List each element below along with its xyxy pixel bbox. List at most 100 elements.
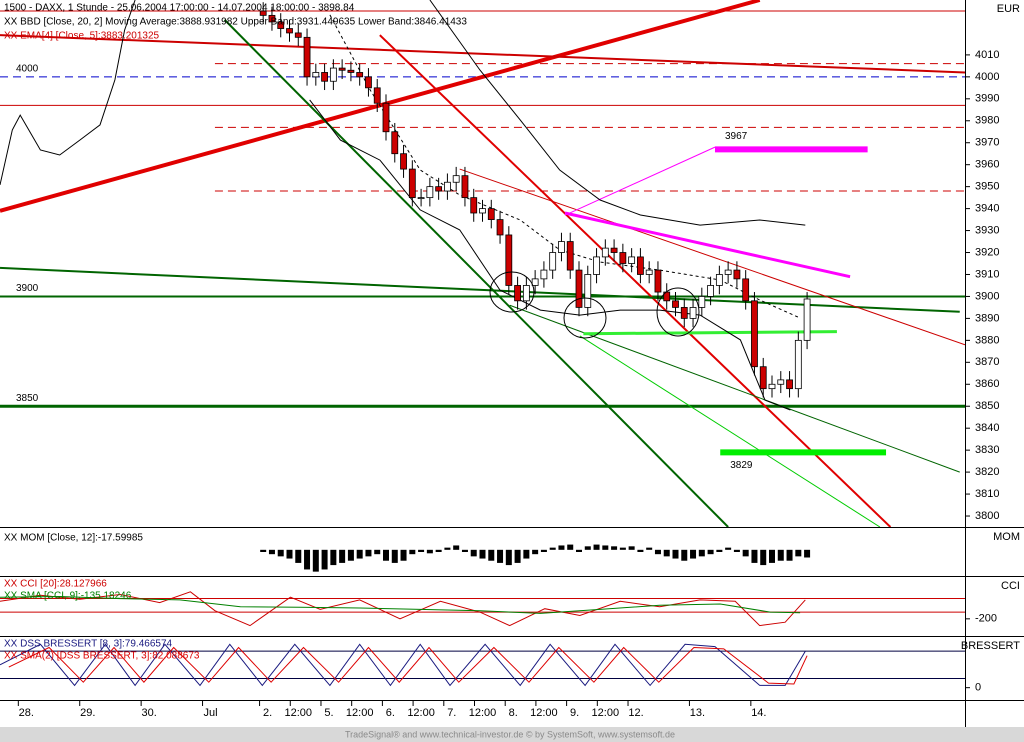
momentum-bar (304, 549, 311, 570)
candle-body (408, 168, 416, 199)
momentum-bar (330, 549, 337, 566)
momentum-bar (400, 549, 407, 561)
candle-body (540, 269, 548, 280)
x-tick-label: 12:00 (592, 707, 620, 719)
momentum-bar (540, 549, 547, 552)
candle-body (382, 102, 390, 133)
momentum-bar (733, 549, 740, 552)
momentum-bar (418, 549, 425, 552)
candle-body (426, 186, 434, 199)
candle-body (628, 256, 636, 264)
indicator-legend: XX EMA[4] [Close, 5]:3883.201325 (4, 31, 160, 42)
momentum-bar (602, 545, 609, 550)
momentum-bar (549, 547, 556, 550)
candle-body (268, 14, 276, 23)
momentum-bar (777, 549, 784, 561)
candle-body (496, 219, 504, 236)
x-tick-label: 8. (509, 707, 518, 719)
momentum-bar (356, 549, 363, 559)
y-tick-label: 3820 (975, 466, 999, 478)
candle-body (672, 300, 679, 308)
momentum-bar (374, 549, 381, 555)
target-label: 3829 (730, 460, 753, 471)
trend-line (0, 34, 965, 74)
momentum-bar (742, 549, 749, 557)
candle-body (619, 252, 627, 264)
y-tick-label: 3830 (975, 444, 999, 456)
x-tick-label: 28. (19, 707, 34, 719)
candle-body (531, 278, 539, 286)
x-tick-label: 12:00 (407, 707, 435, 719)
candle-body (742, 278, 750, 302)
momentum-bar (698, 549, 705, 557)
momentum-bar (461, 549, 468, 552)
momentum-bar (637, 549, 644, 552)
candle-body (584, 274, 592, 308)
y-tick-label: 3880 (975, 334, 999, 346)
candle-body (601, 247, 609, 258)
candle-body (461, 175, 469, 199)
footer-bar (0, 727, 1024, 742)
y-tick-label: -200 (975, 613, 997, 625)
level-label: 3900 (16, 283, 39, 294)
candle-body (637, 256, 644, 275)
momentum-bar (347, 549, 354, 561)
momentum-bar (593, 544, 600, 550)
momentum-bar (514, 549, 521, 563)
y-tick-label: 3970 (975, 137, 999, 149)
trend-line (583, 330, 837, 336)
momentum-bar (479, 549, 486, 559)
momentum-bar (707, 549, 714, 555)
candle-body (321, 72, 328, 82)
x-tick-label: 7. (447, 707, 456, 719)
indicator-line (0, 643, 806, 687)
indicator-line (0, 591, 806, 627)
candle-body (645, 269, 653, 275)
candle-body (452, 175, 460, 183)
indicator-line (8, 646, 808, 685)
momentum-bar (567, 544, 574, 550)
momentum-bar (654, 549, 661, 555)
candle-body (277, 21, 285, 29)
candle-body (707, 285, 714, 297)
candle-body (514, 285, 521, 302)
y-tick-label: 4000 (975, 71, 999, 83)
momentum-bar (277, 549, 284, 557)
x-tick-label: 13. (690, 707, 705, 719)
candle-body (794, 339, 802, 390)
momentum-bar (268, 549, 275, 555)
y-tick-label: 4010 (975, 49, 999, 61)
momentum-bar (409, 549, 416, 555)
y-tick-label: 3800 (975, 510, 999, 522)
momentum-bar (628, 546, 635, 550)
x-tick-label: 12. (628, 707, 643, 719)
momentum-bar (321, 549, 328, 570)
candle-body (768, 383, 776, 390)
candle-body (724, 269, 732, 275)
candle-body (365, 76, 372, 89)
x-tick-label: 6. (386, 707, 395, 719)
candle-body (479, 208, 486, 214)
x-tick-label: 5. (324, 707, 333, 719)
y-tick-label: 3960 (975, 159, 999, 171)
candle-body (558, 241, 565, 253)
candle-body (505, 234, 513, 286)
momentum-bar (523, 549, 530, 559)
x-tick-label: 30. (141, 707, 156, 719)
indicator-line (0, 595, 801, 614)
candle-body (575, 269, 583, 308)
momentum-bar (681, 549, 688, 561)
trend-line (564, 211, 851, 279)
y-tick-label: 3860 (975, 378, 999, 390)
level-label: 3850 (16, 393, 39, 404)
candle-body (698, 296, 706, 308)
y-tick-label: 3810 (975, 488, 999, 500)
candle-body (522, 285, 530, 302)
y-tick-label: 3980 (975, 115, 999, 127)
candle-body (444, 181, 451, 192)
candle-body (654, 269, 662, 293)
y-tick-label: 3940 (975, 203, 999, 215)
x-tick-label: 12:00 (285, 707, 313, 719)
